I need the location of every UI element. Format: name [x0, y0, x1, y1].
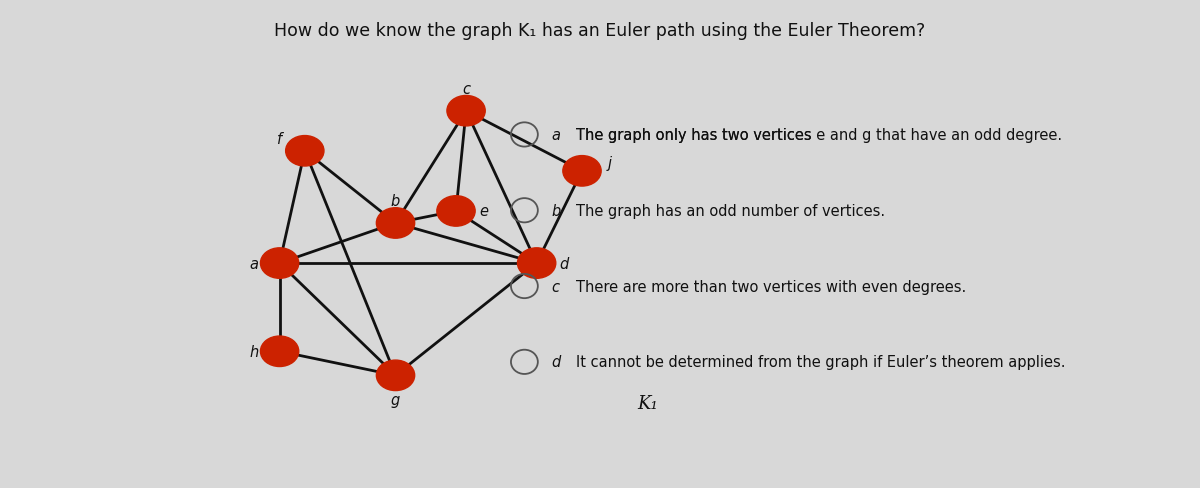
Circle shape	[260, 248, 299, 279]
Text: b: b	[551, 203, 560, 218]
Text: d: d	[559, 256, 569, 271]
Text: There are more than two vertices with even degrees.: There are more than two vertices with ev…	[576, 279, 966, 294]
Circle shape	[377, 360, 415, 391]
Text: It cannot be determined from the graph if Euler’s theorem applies.: It cannot be determined from the graph i…	[576, 355, 1066, 369]
Text: j: j	[607, 156, 612, 171]
Circle shape	[563, 156, 601, 187]
Text: a: a	[551, 128, 560, 142]
Circle shape	[260, 336, 299, 367]
Text: c: c	[462, 82, 470, 97]
Text: g: g	[391, 392, 400, 407]
Text: b: b	[391, 194, 400, 209]
Circle shape	[286, 136, 324, 167]
Circle shape	[517, 248, 556, 279]
Text: The graph only has two vertices: The graph only has two vertices	[576, 128, 816, 142]
Circle shape	[446, 96, 485, 127]
Text: How do we know the graph K₁ has an Euler path using the Euler Theorem?: How do we know the graph K₁ has an Euler…	[275, 22, 925, 40]
Text: The graph has an odd number of vertices.: The graph has an odd number of vertices.	[576, 203, 886, 218]
Text: c: c	[552, 279, 559, 294]
Text: e: e	[479, 204, 488, 219]
Text: d: d	[551, 355, 560, 369]
Circle shape	[377, 208, 415, 239]
Circle shape	[437, 196, 475, 227]
Text: a: a	[250, 256, 259, 271]
Text: h: h	[250, 344, 259, 359]
Text: f: f	[277, 132, 282, 147]
Text: The graph only has two vertices e and g that have an odd degree.: The graph only has two vertices e and g …	[576, 128, 1062, 142]
Text: K₁: K₁	[637, 395, 658, 412]
